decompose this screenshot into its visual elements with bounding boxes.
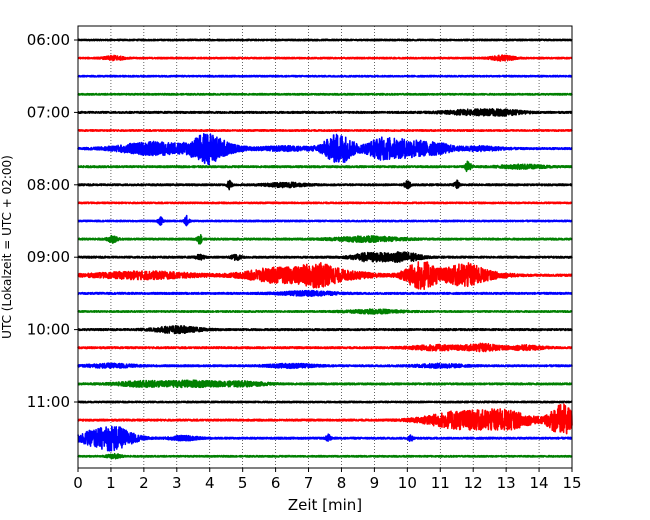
trace-0745: [77, 160, 573, 173]
x-tick-label: 0: [73, 474, 83, 492]
trace-0600: [77, 38, 573, 42]
x-tick-label: 11: [431, 474, 450, 492]
x-tick-label: 3: [172, 474, 182, 492]
trace-1145: [77, 452, 573, 460]
trace-1000: [77, 324, 573, 335]
x-tick-label: 12: [464, 474, 483, 492]
x-tick-label: 14: [530, 474, 549, 492]
y-ticks: 06:00 07:00 08:00 09:00 10:00 11:00: [27, 31, 78, 411]
trace-1115: [77, 403, 573, 435]
x-tick-label: 1: [106, 474, 116, 492]
trace-1100: [77, 400, 573, 404]
trace-0800: [77, 179, 573, 191]
trace-1030: [77, 362, 573, 370]
plot-frame: [77, 25, 573, 469]
x-tick-label: 5: [238, 474, 248, 492]
trace-0645: [77, 92, 573, 96]
trace-0845: [77, 233, 573, 245]
x-axis-label: Zeit [min]: [288, 496, 362, 514]
x-tick-label: 15: [562, 474, 581, 492]
trace-1015: [77, 342, 573, 353]
trace-0700: [77, 108, 573, 117]
x-tick-label: 10: [398, 474, 417, 492]
trace-1130: [77, 425, 573, 452]
y-tick-label: 11:00: [27, 393, 70, 411]
trace-0730: [77, 132, 573, 166]
trace-0945: [77, 308, 573, 315]
y-tick-label: 09:00: [27, 248, 70, 266]
trace-0815: [77, 201, 573, 205]
trace-0715: [77, 129, 573, 132]
x-tick-label: 4: [205, 474, 215, 492]
trace-0900: [77, 251, 573, 264]
traces: [77, 38, 573, 460]
trace-0615: [77, 54, 573, 62]
x-tick-label: 2: [139, 474, 149, 492]
trace-0830: [77, 214, 573, 227]
y-tick-label: 06:00: [27, 31, 70, 49]
x-ticks: 0 1 2 3 4 5 6 7 8 9 10 11 12 13 14 15: [73, 468, 582, 492]
x-tick-label: 6: [271, 474, 281, 492]
x-tick-label: 9: [370, 474, 380, 492]
x-tick-label: 7: [304, 474, 314, 492]
trace-0915: [77, 261, 573, 291]
trace-0630: [77, 74, 573, 78]
x-tick-label: 13: [497, 474, 516, 492]
x-tick-label: 8: [337, 474, 347, 492]
trace-1045: [77, 379, 573, 389]
trace-0930: [77, 289, 573, 297]
y-axis-label: UTC (Lokalzeit = UTC + 02:00): [0, 155, 14, 339]
y-tick-label: 10:00: [27, 321, 70, 339]
y-tick-label: 07:00: [27, 103, 70, 121]
y-tick-label: 08:00: [27, 176, 70, 194]
